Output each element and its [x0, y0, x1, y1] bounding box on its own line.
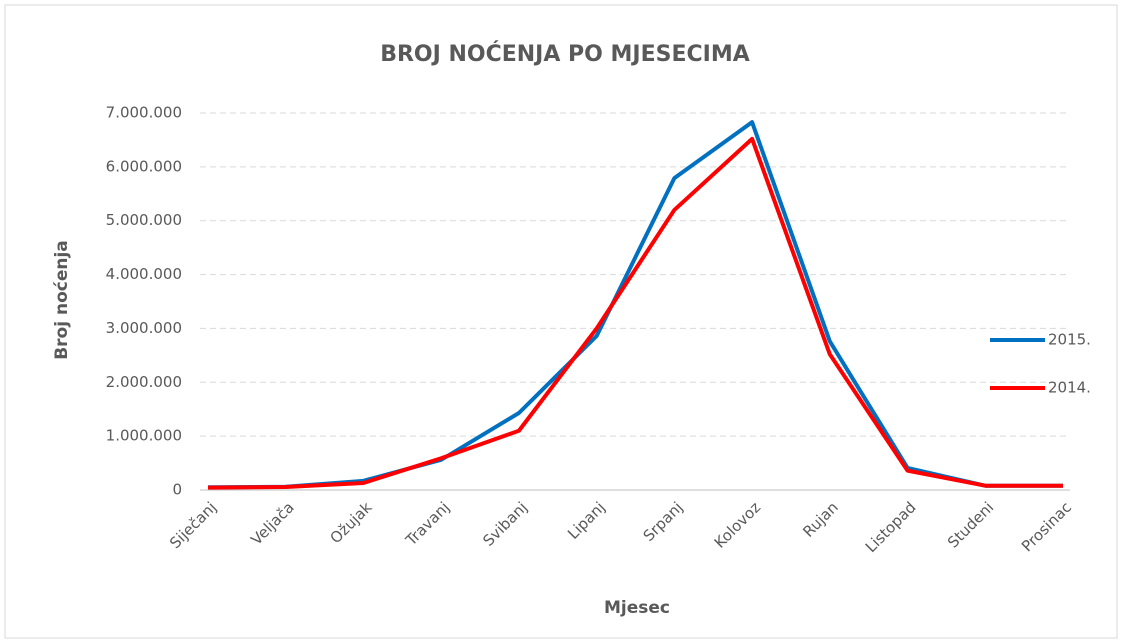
y-axis-title: Broj noćenja [52, 240, 72, 360]
y-tick-label: 7.000.000 [106, 104, 182, 122]
line-series [207, 136, 1063, 490]
y-tick-label: 1.000.000 [106, 427, 182, 445]
y-tick-label: 0 [172, 481, 182, 499]
y-tick-label: 4.000.000 [106, 265, 182, 283]
y-tick-label: 2.000.000 [106, 373, 182, 391]
y-tick-label: 6.000.000 [106, 157, 182, 175]
y-tick-label: 5.000.000 [106, 211, 182, 229]
y-tick-label: 3.000.000 [106, 319, 182, 337]
x-axis-title: Mjesec [604, 598, 670, 618]
legend-label: 2015. [1048, 331, 1091, 349]
chart-title: BROJ NOĆENJA PO MJESECIMA [380, 41, 750, 67]
chart-border [4, 4, 1118, 639]
legend-label: 2014. [1048, 379, 1091, 397]
